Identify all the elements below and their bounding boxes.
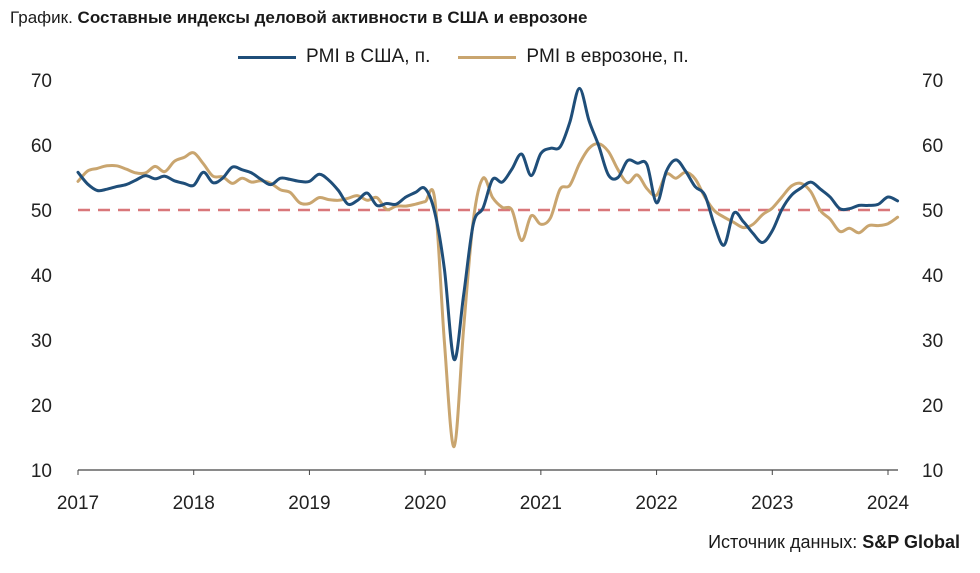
x-tick-label: 2023 bbox=[751, 493, 793, 514]
legend-label-us: PMI в США, п. bbox=[306, 46, 431, 67]
source-note: Источник данных: S&P Global bbox=[708, 532, 960, 553]
x-tick-label: 2020 bbox=[404, 493, 446, 514]
x-tick-label: 2019 bbox=[288, 493, 330, 514]
y-tick-label-left: 50 bbox=[31, 201, 52, 222]
x-tick-label: 2021 bbox=[520, 493, 562, 514]
y-tick-label-left: 40 bbox=[31, 266, 52, 287]
chart-title-text: Составные индексы деловой активности в С… bbox=[77, 8, 588, 27]
y-tick-label-right: 60 bbox=[922, 136, 943, 157]
legend-label-ez: PMI в еврозоне, п. bbox=[526, 46, 689, 67]
x-tick-label: 2017 bbox=[57, 493, 99, 514]
chart-title: График. Составные индексы деловой активн… bbox=[10, 8, 587, 28]
legend-swatch-ez bbox=[458, 55, 517, 59]
y-tick-label-right: 10 bbox=[922, 461, 943, 482]
series-line-us-pmi bbox=[76, 86, 900, 362]
y-tick-label-left: 30 bbox=[31, 331, 52, 352]
x-tick-label: 2024 bbox=[867, 493, 910, 514]
y-tick-label-left: 70 bbox=[31, 71, 52, 92]
y-tick-label-right: 50 bbox=[922, 201, 943, 222]
y-tick-label-left: 20 bbox=[31, 396, 52, 417]
y-tick-label-left: 60 bbox=[31, 136, 52, 157]
y-tick-label-right: 20 bbox=[922, 396, 943, 417]
y-tick-label-right: 70 bbox=[922, 71, 943, 92]
source-value: S&P Global bbox=[862, 532, 960, 552]
legend-swatch-us bbox=[238, 55, 296, 59]
x-tick-label: 2018 bbox=[173, 493, 215, 514]
series-line-eurozone-pmi bbox=[76, 142, 900, 449]
y-tick-label-right: 40 bbox=[922, 266, 943, 287]
chart-title-prefix: График. bbox=[10, 8, 73, 27]
y-tick-label-right: 30 bbox=[922, 331, 943, 352]
y-tick-label-left: 10 bbox=[31, 461, 52, 482]
chart-legend: PMI в США, п. PMI в еврозоне, п. bbox=[238, 46, 689, 68]
x-tick-label: 2022 bbox=[635, 493, 677, 514]
legend-item-ez: PMI в еврозоне, п. bbox=[458, 46, 689, 68]
legend-item-us: PMI в США, п. bbox=[238, 46, 430, 68]
source-label: Источник данных: bbox=[708, 532, 858, 552]
